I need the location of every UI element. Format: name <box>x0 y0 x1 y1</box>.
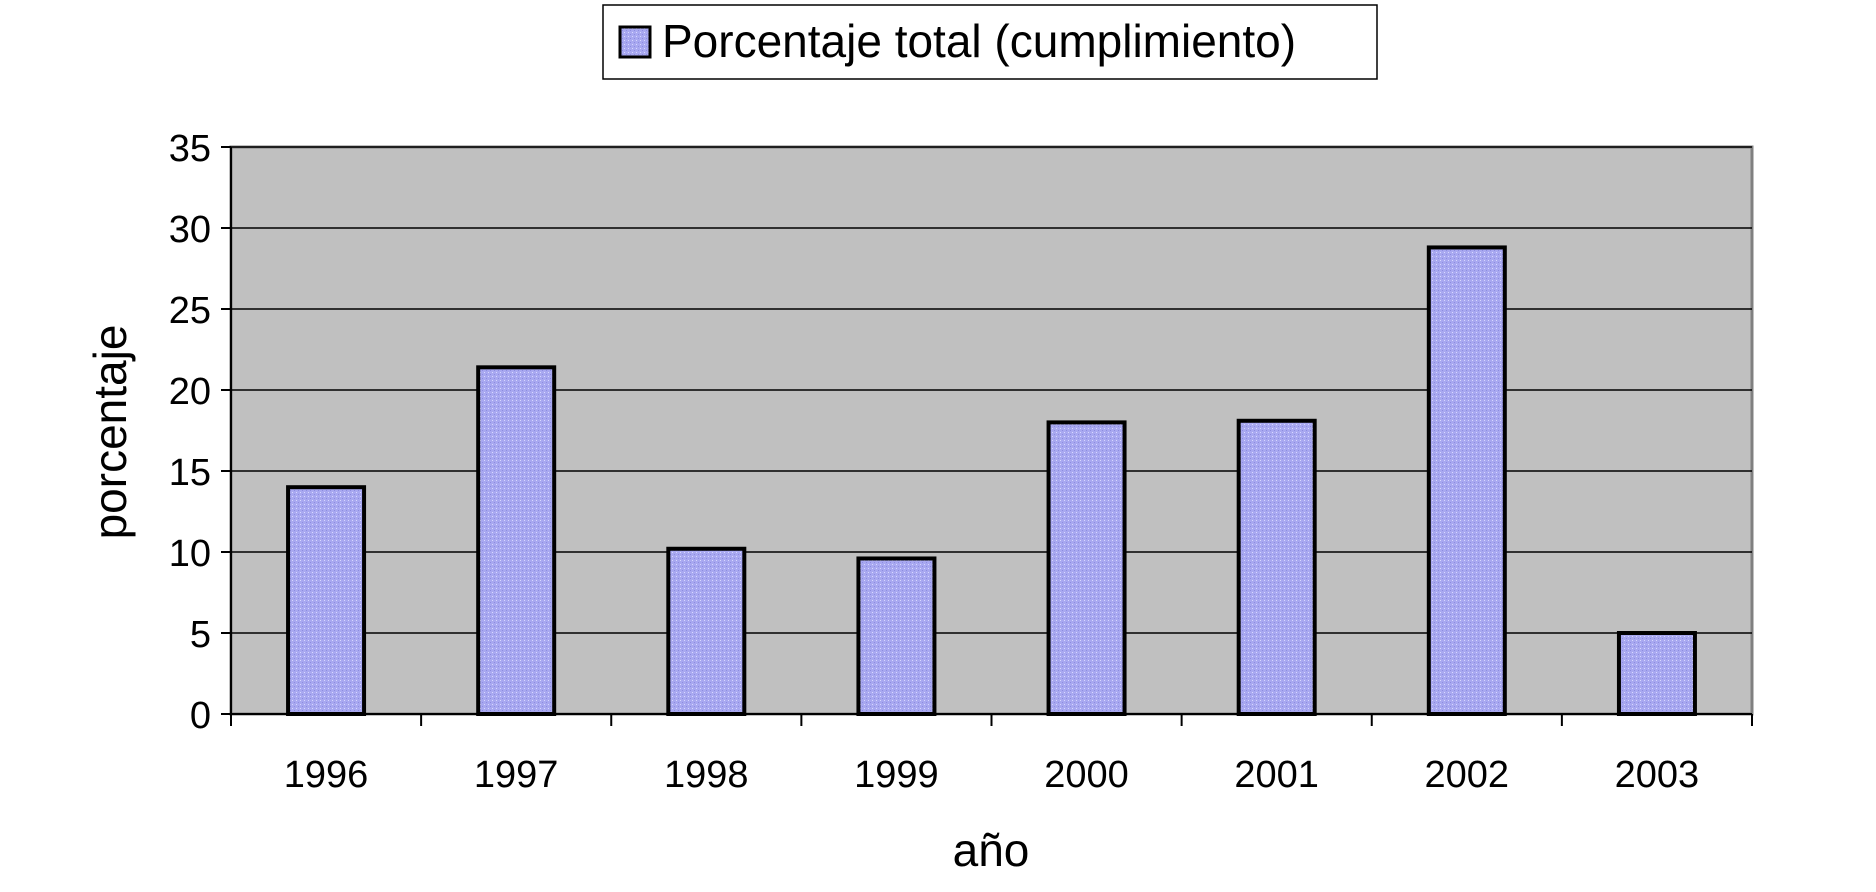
legend-swatch <box>618 25 652 59</box>
y-tick-label: 30 <box>169 209 211 251</box>
x-axis-title: año <box>953 824 1030 876</box>
bar-1997 <box>476 365 557 716</box>
x-tick-label: 1998 <box>664 754 749 796</box>
x-tick-label: 2001 <box>1234 754 1319 796</box>
x-tick-label: 1999 <box>854 754 939 796</box>
bars <box>286 245 1697 717</box>
y-tick-label: 25 <box>169 290 211 332</box>
y-tick-label: 0 <box>190 695 211 737</box>
y-tick-label: 5 <box>190 614 211 656</box>
y-tick-label: 15 <box>169 452 211 494</box>
x-tick-label: 2002 <box>1425 754 1510 796</box>
x-axis: 1996 1997 1998 1999 2000 2001 2002 2003 <box>230 713 1753 796</box>
bar-1999 <box>856 556 937 716</box>
bar-1996 <box>286 485 367 717</box>
bar-1998 <box>666 546 747 717</box>
bar-2003 <box>1616 631 1697 716</box>
bar-2002 <box>1426 245 1507 716</box>
y-tick-label: 10 <box>169 533 211 575</box>
bar-2000 <box>1046 420 1127 716</box>
plot-area <box>229 145 1754 716</box>
y-axis-title: porcentaje <box>84 325 136 540</box>
legend: Porcentaje total (cumplimiento) <box>602 4 1378 80</box>
x-tick-label: 1996 <box>284 754 369 796</box>
y-tick-label: 20 <box>169 371 211 413</box>
legend-label: Porcentaje total (cumplimiento) <box>662 15 1296 67</box>
bar-2001 <box>1236 418 1317 716</box>
x-tick-label: 2003 <box>1615 754 1700 796</box>
x-tick-label: 1997 <box>474 754 559 796</box>
y-axis: 0 5 10 15 20 25 30 35 <box>169 128 232 737</box>
legend-box <box>602 4 1378 80</box>
x-tick-label: 2000 <box>1044 754 1129 796</box>
y-tick-label: 35 <box>169 128 211 170</box>
